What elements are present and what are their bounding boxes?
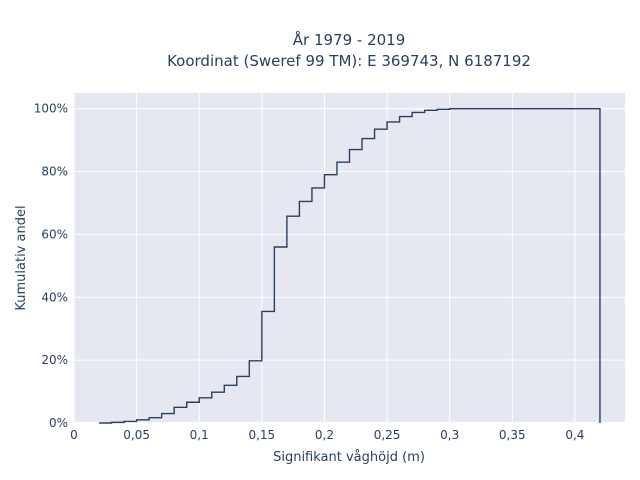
y-axis-label: Kumulativ andel [14, 205, 29, 310]
y-tick-label: 0% [49, 416, 68, 430]
y-tick-label: 80% [41, 165, 68, 179]
chart-title-line1: År 1979 - 2019 [293, 30, 406, 49]
x-tick-label: 0,3 [440, 428, 459, 442]
y-tick-label: 60% [41, 227, 68, 241]
chart-title-line2: Koordinat (Sweref 99 TM): E 369743, N 61… [167, 52, 531, 70]
plot-area [74, 93, 625, 423]
y-tick-label: 40% [41, 290, 68, 304]
x-tick-label: 0,25 [374, 428, 401, 442]
x-tick-label: 0 [70, 428, 78, 442]
x-tick-label: 0,15 [248, 428, 275, 442]
x-tick-label: 0,2 [315, 428, 334, 442]
x-tick-label: 0,05 [123, 428, 150, 442]
y-tick-label: 20% [41, 353, 68, 367]
x-tick-label: 0,4 [565, 428, 584, 442]
x-tick-label: 0,1 [190, 428, 209, 442]
x-axis-label: Signifikant våghöjd (m) [273, 450, 425, 465]
y-tick-label: 100% [34, 102, 68, 116]
cdf-step-line [99, 108, 601, 424]
x-tick-label: 0,35 [499, 428, 526, 442]
